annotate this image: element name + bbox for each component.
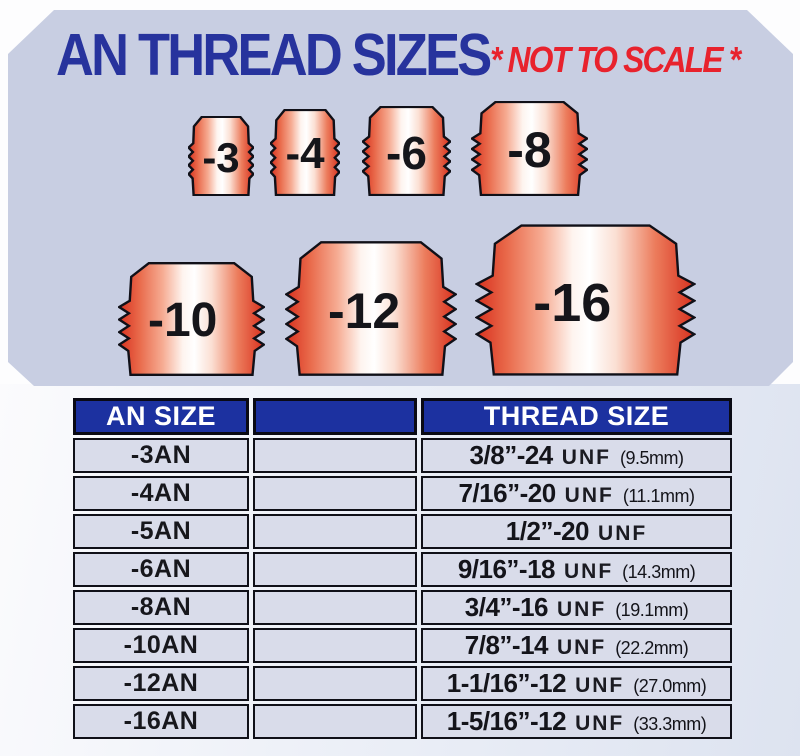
an-size-cell: -4AN (73, 476, 249, 511)
fitting-label: -3 (202, 133, 240, 181)
table-row: -3AN 3/8”-24 UNF (9.5mm) (73, 438, 732, 473)
fitting-label: -4 (285, 129, 325, 179)
table-row: -8AN 3/4”-16 UNF (19.1mm) (73, 590, 732, 625)
table-header-row: AN SIZE THREAD SIZE (73, 398, 732, 435)
an-size-cell: -16AN (73, 704, 249, 739)
blank-cell (253, 628, 417, 663)
fitting-dash16: -16 (475, 224, 696, 376)
threaded-fitting-icon (475, 224, 696, 376)
thread-size-cell: 9/16”-18 UNF (14.3mm) (421, 552, 732, 587)
threaded-fitting-icon (285, 241, 457, 376)
fitting-label: -6 (386, 126, 427, 179)
an-size-cell: -5AN (73, 514, 249, 549)
fitting-dash12: -12 (285, 241, 457, 376)
blank-cell (253, 438, 417, 473)
fitting-dash3: -3 (188, 116, 254, 196)
fitting-label: -16 (533, 273, 612, 334)
blank-cell (253, 666, 417, 701)
table-row: -10AN 7/8”-14 UNF (22.2mm) (73, 628, 732, 663)
thread-size-cell: 7/8”-14 UNF (22.2mm) (421, 628, 732, 663)
col-header-thread-size: THREAD SIZE (421, 398, 732, 435)
page-title: AN THREAD SIZES (56, 21, 490, 89)
fitting-label: -12 (327, 283, 401, 340)
thread-size-cell: 3/8”-24 UNF (9.5mm) (421, 438, 732, 473)
fitting-dash10: -10 (118, 262, 265, 376)
blank-cell (253, 514, 417, 549)
table-row: -4AN 7/16”-20 UNF (11.1mm) (73, 476, 732, 511)
blank-cell (253, 476, 417, 511)
fitting-dash8: -8 (471, 101, 588, 196)
fitting-label: -8 (507, 122, 552, 179)
fittings-panel: AN THREAD SIZES * NOT TO SCALE * -3 -4 -… (8, 10, 793, 386)
table-row: -12AN 1-1/16”-12 UNF (27.0mm) (73, 666, 732, 701)
thread-size-table: AN SIZE THREAD SIZE -3AN 3/8”-24 UNF (9.… (69, 395, 736, 742)
blank-cell (253, 552, 417, 587)
thread-size-cell: 1-5/16”-12 UNF (33.3mm) (421, 704, 732, 739)
thread-size-cell: 7/16”-20 UNF (11.1mm) (421, 476, 732, 511)
not-to-scale-note: * NOT TO SCALE * (490, 39, 740, 80)
table-row: -5AN 1/2”-20 UNF (73, 514, 732, 549)
threaded-fitting-icon (118, 262, 265, 376)
an-size-cell: -12AN (73, 666, 249, 701)
blank-cell (253, 704, 417, 739)
threaded-fitting-icon (188, 116, 254, 196)
thread-size-cell: 3/4”-16 UNF (19.1mm) (421, 590, 732, 625)
an-size-cell: -6AN (73, 552, 249, 587)
fitting-dash4: -4 (270, 109, 340, 196)
thread-size-cell: 1-1/16”-12 UNF (27.0mm) (421, 666, 732, 701)
col-header-an-size: AN SIZE (73, 398, 249, 435)
thread-size-cell: 1/2”-20 UNF (421, 514, 732, 549)
threaded-fitting-icon (362, 106, 451, 196)
fitting-dash6: -6 (362, 106, 451, 196)
col-header-blank (253, 398, 417, 435)
an-size-cell: -10AN (73, 628, 249, 663)
threaded-fitting-icon (270, 109, 340, 196)
table-row: -6AN 9/16”-18 UNF (14.3mm) (73, 552, 732, 587)
threaded-fitting-icon (471, 101, 588, 196)
an-size-cell: -8AN (73, 590, 249, 625)
table-row: -16AN 1-5/16”-12 UNF (33.3mm) (73, 704, 732, 739)
fitting-label: -10 (147, 294, 218, 348)
an-size-cell: -3AN (73, 438, 249, 473)
blank-cell (253, 590, 417, 625)
